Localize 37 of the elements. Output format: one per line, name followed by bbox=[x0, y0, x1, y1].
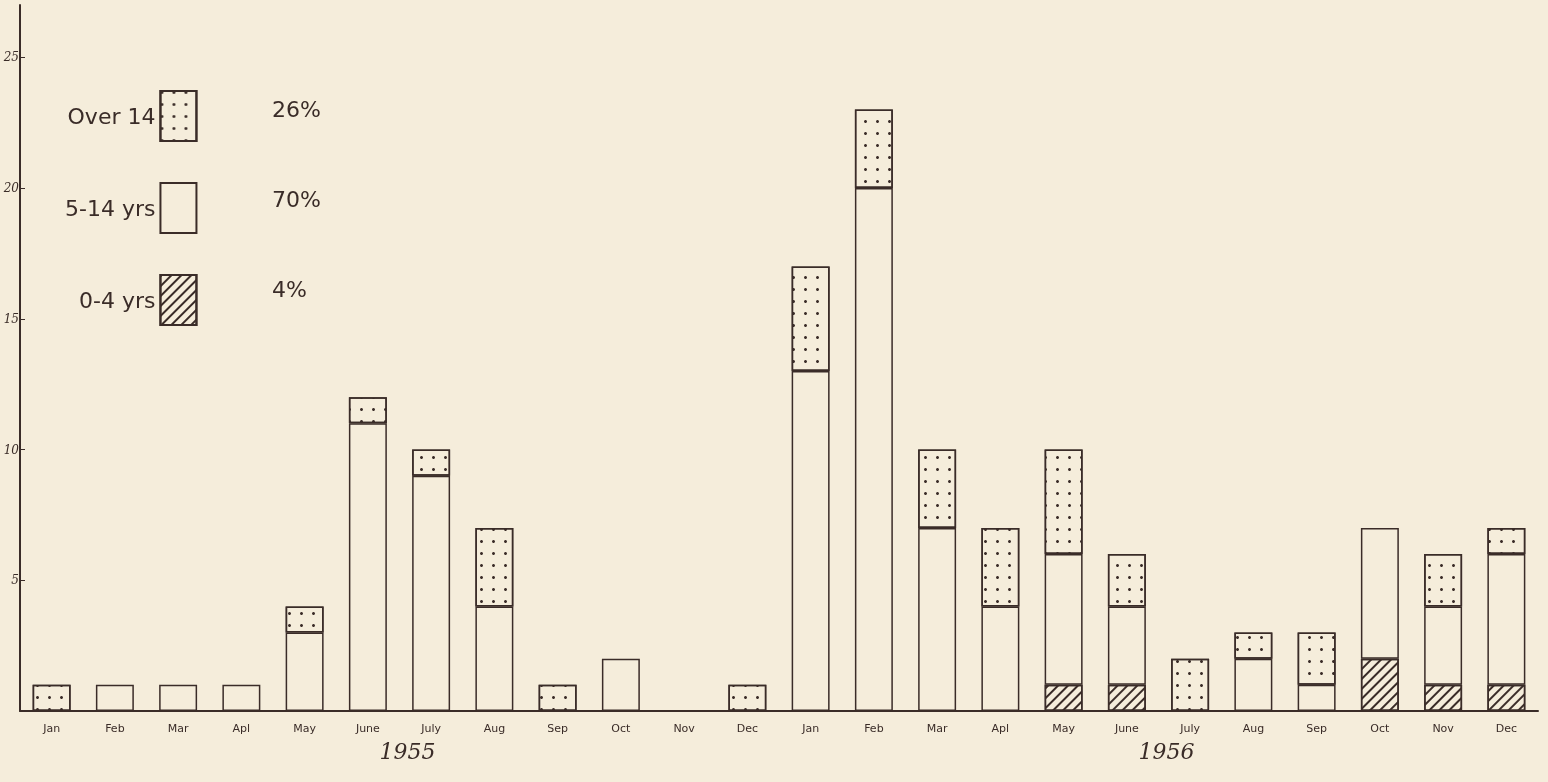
x-tick-label: Apl bbox=[991, 722, 1010, 735]
x-tick-label: Nov bbox=[673, 722, 696, 735]
legend-label: 0-4 yrs bbox=[79, 287, 156, 313]
x-tick-label: Apl bbox=[232, 722, 251, 735]
x-tick-label: June bbox=[354, 722, 381, 735]
legend-label: 5-14 yrs bbox=[65, 195, 156, 221]
y-tick-label: 5 bbox=[11, 573, 19, 588]
x-tick-label: Oct bbox=[1370, 722, 1391, 735]
y-tick-label: 20 bbox=[2, 181, 20, 196]
x-tick-label: Sep bbox=[547, 722, 569, 735]
y-tick-label: 25 bbox=[2, 50, 19, 65]
x-tick-label: Jan bbox=[42, 722, 61, 735]
text: 1955 bbox=[379, 738, 436, 764]
x-tick-label: Mar bbox=[926, 722, 948, 735]
annotation: 70% bbox=[272, 186, 321, 212]
x-tick-label: Feb bbox=[105, 722, 125, 735]
x-tick-label: Dec bbox=[736, 722, 759, 735]
x-tick-label: June bbox=[1113, 722, 1140, 735]
x-tick-label: May bbox=[293, 722, 317, 735]
x-tick-label: Dec bbox=[1495, 722, 1518, 735]
x-tick-label: May bbox=[1052, 722, 1076, 735]
x-tick-label: Aug bbox=[1242, 722, 1265, 735]
x-tick-label: Aug bbox=[483, 722, 506, 735]
annotation: 26% bbox=[272, 96, 321, 122]
x-tick-label: Jan bbox=[801, 722, 820, 735]
legend-label: Over 14 bbox=[67, 103, 156, 129]
x-tick-label: July bbox=[420, 722, 442, 735]
x-tick-label: Sep bbox=[1306, 722, 1328, 735]
x-tick-label: Nov bbox=[1432, 722, 1455, 735]
x-tick-label: Oct bbox=[611, 722, 632, 735]
x-tick-label: Mar bbox=[167, 722, 189, 735]
text: 1956 bbox=[1138, 738, 1195, 764]
annotation: 4% bbox=[272, 276, 307, 302]
x-tick-label: July bbox=[1179, 722, 1201, 735]
x-tick-label: Feb bbox=[864, 722, 884, 735]
y-tick-label: 15 bbox=[3, 311, 19, 326]
y-tick-label: 10 bbox=[3, 442, 20, 457]
